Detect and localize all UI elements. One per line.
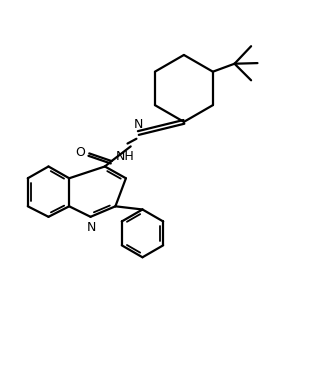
Text: N: N — [134, 118, 143, 131]
Text: NH: NH — [116, 150, 134, 163]
Text: O: O — [76, 146, 85, 159]
Text: N: N — [86, 221, 96, 234]
